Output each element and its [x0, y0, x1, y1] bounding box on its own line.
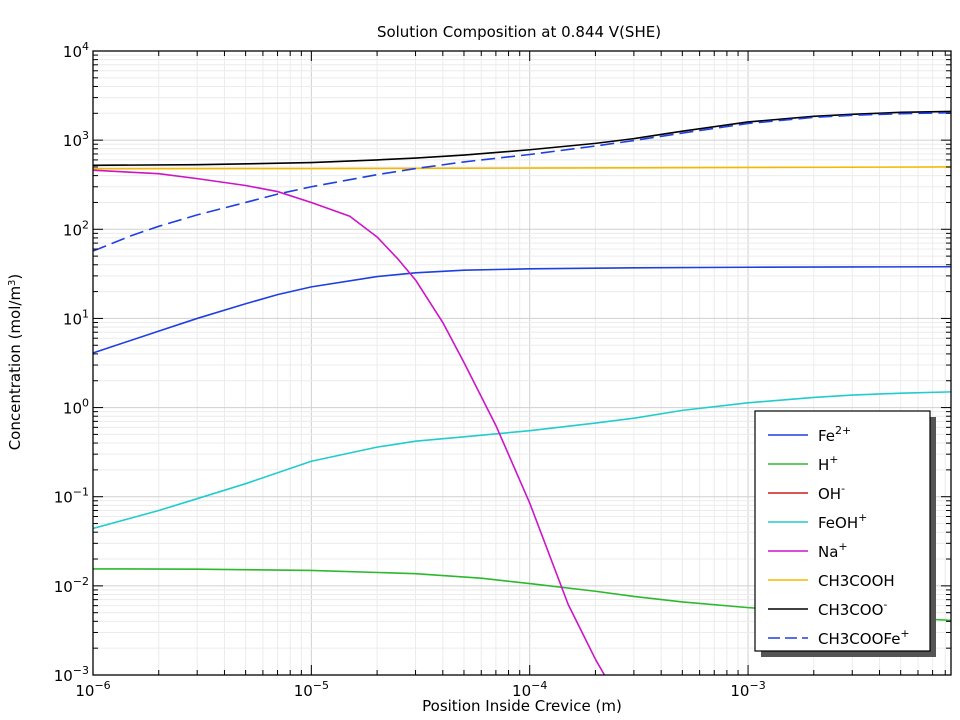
y-axis-title-tail: ): [6, 274, 24, 280]
y-tick-label-base: 10: [63, 400, 82, 418]
legend-label-base: CH3COO: [818, 601, 883, 619]
legend-label-base: FeOH: [818, 514, 858, 532]
label-layer: 10−6 10−5 10−4 10−310−310−210−1100101102103…: [54, 40, 766, 700]
legend-label: CH3COO-: [818, 598, 887, 619]
y-tick-label: 10−3: [54, 664, 89, 685]
y-tick-label-exponent: 4: [82, 40, 89, 53]
x-tick-label: 10−3: [730, 679, 765, 700]
x-tick-label-base: 10: [294, 682, 313, 700]
series-line-na: [93, 169, 606, 675]
y-tick-label-base: 10: [63, 132, 82, 150]
legend-label: Fe2+: [818, 424, 851, 445]
series-line-feoh: [93, 391, 951, 530]
plot-frame: [92, 50, 952, 676]
legend-label-sup: -: [883, 598, 887, 611]
x-tick-label-base: 10: [730, 682, 749, 700]
y-axis-title-sup: 3: [7, 280, 18, 286]
y-tick-label-exponent: −1: [73, 486, 89, 499]
legend-label: FeOH+: [818, 511, 867, 532]
x-axis-title: Position Inside Crevice (m): [422, 697, 622, 715]
x-tick-label-exponent: −6: [94, 679, 110, 692]
legend-label: Na+: [818, 540, 848, 561]
legend-label: CH3COOFe+: [818, 627, 910, 648]
x-tick-label: 10−6: [75, 679, 110, 700]
series-layer: [93, 110, 951, 675]
legend-label-sup: +: [829, 453, 838, 466]
series-line-ch3cooh: [93, 166, 951, 170]
y-axis-title-main: Concentration (mol/m: [6, 286, 24, 450]
x-tick-label: 10−4: [512, 679, 547, 700]
x-tick-label-exponent: −4: [531, 679, 547, 692]
y-tick-label-base: 10: [54, 578, 73, 596]
y-tick-label-exponent: −3: [73, 664, 89, 677]
legend-label-sup: -: [841, 482, 845, 495]
legend-label-base: Fe: [818, 427, 835, 445]
legend-label-sup: +: [858, 511, 867, 524]
legend-label-sup: 2+: [835, 424, 851, 437]
legend-box: [754, 410, 931, 652]
y-tick-label-exponent: 0: [82, 397, 89, 410]
y-tick-label-base: 10: [63, 43, 82, 61]
y-tick-label-exponent: 1: [82, 307, 89, 320]
x-tick-label: 10−5: [294, 679, 329, 700]
series-line-ch3coofe: [93, 111, 951, 252]
y-axis-title: Concentration (mol/m3): [6, 274, 24, 451]
series-line-ch3coo: [93, 110, 951, 167]
legend-label: H+: [818, 453, 839, 474]
y-tick-label-base: 10: [54, 667, 73, 685]
legend-label-base: CH3COOFe: [818, 630, 900, 648]
y-tick-label: 103: [63, 129, 89, 150]
x-tick-label-base: 10: [75, 682, 94, 700]
y-tick-label: 10−2: [54, 575, 89, 596]
x-tick-label-exponent: −5: [313, 679, 329, 692]
series-line-fe2: [93, 265, 951, 354]
legend-label-sup: +: [900, 627, 909, 640]
y-tick-label-base: 10: [63, 221, 82, 239]
tick-layer: [92, 50, 951, 676]
y-tick-label-exponent: −2: [73, 575, 89, 588]
legend-label-base: H: [818, 456, 829, 474]
chart-title: Solution Composition at 0.844 V(SHE): [377, 23, 661, 41]
y-tick-label-exponent: 2: [82, 218, 89, 231]
y-tick-label: 102: [63, 218, 89, 239]
legend-label: OH-: [818, 482, 845, 503]
y-tick-label: 100: [63, 397, 89, 418]
legend-label: CH3COOH: [818, 572, 895, 590]
x-tick-label-base: 10: [512, 682, 531, 700]
y-tick-label-exponent: 3: [82, 129, 89, 142]
y-tick-label-base: 10: [54, 489, 73, 507]
x-tick-label-exponent: −3: [749, 679, 765, 692]
legend-label-base: CH3COOH: [818, 572, 895, 590]
y-tick-label-base: 10: [63, 310, 82, 328]
y-tick-label: 104: [63, 40, 89, 61]
legend-label-base: OH: [818, 485, 841, 503]
y-tick-label: 10−1: [54, 486, 89, 507]
legend-label-sup: +: [838, 540, 847, 553]
y-tick-label: 101: [63, 307, 89, 328]
legend-label-base: Na: [818, 543, 838, 561]
